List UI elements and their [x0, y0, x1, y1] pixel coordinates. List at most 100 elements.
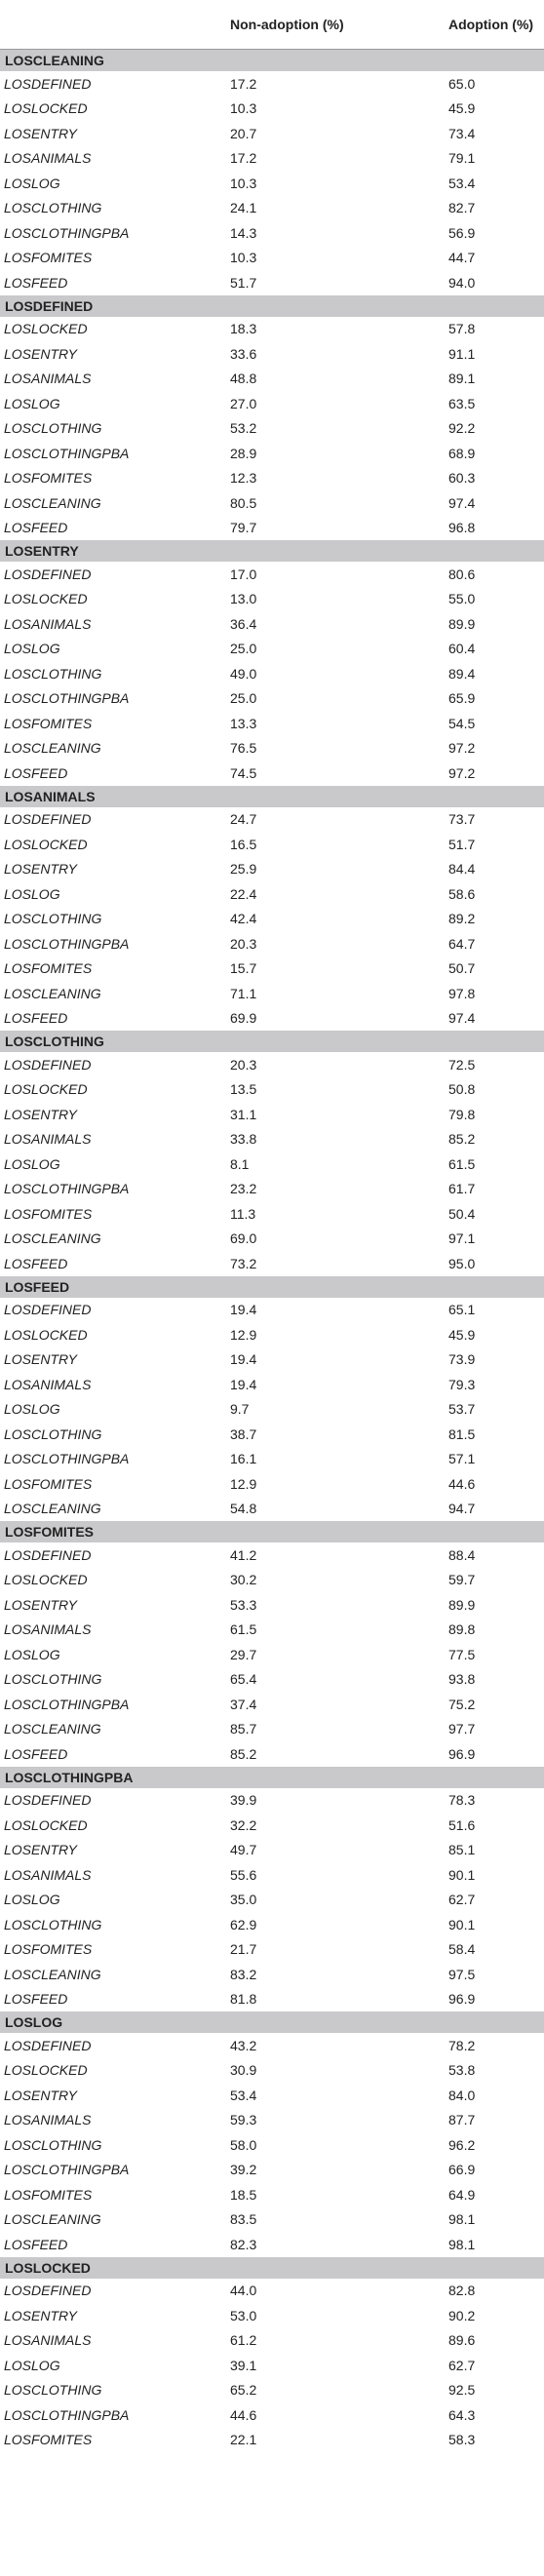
variable-cell: LOSFOMITES: [4, 1205, 93, 1222]
adoption-cell: 87.7: [448, 2112, 476, 2128]
non-adoption-cell: 55.6: [230, 1866, 257, 1883]
non-adoption-cell: 80.5: [230, 494, 257, 511]
non-adoption-cell: 53.3: [230, 1596, 257, 1613]
section-header-row: LOSLOCKED: [0, 2256, 544, 2279]
non-adoption-cell: 39.9: [230, 1792, 257, 1809]
variable-cell: LOSENTRY: [4, 2087, 77, 2103]
non-adoption-cell: 20.7: [230, 125, 257, 141]
adoption-cell: 57.1: [448, 1451, 476, 1467]
section-header-row: LOSCLEANING: [0, 49, 544, 71]
section-header-row: LOSENTRY: [0, 540, 544, 562]
table-row: LOSFOMITES 18.5 64.9: [0, 2182, 544, 2207]
table-row: LOSFEED 51.7 94.0: [0, 270, 544, 295]
non-adoption-cell: 83.5: [230, 2211, 257, 2228]
non-adoption-cell: 18.3: [230, 321, 257, 337]
variable-cell: LOSENTRY: [4, 1351, 77, 1368]
table-row: LOSLOG 27.0 63.5: [0, 391, 544, 416]
non-adoption-cell: 79.7: [230, 520, 257, 536]
variable-cell: LOSCLOTHING: [4, 2136, 102, 2153]
header-variable: [0, 0, 226, 50]
variable-cell: LOSCLOTHING: [4, 665, 102, 682]
adoption-cell: 62.7: [448, 1892, 476, 1908]
table-row: LOSDEFINED 17.0 80.6: [0, 562, 544, 587]
table-row: LOSANIMALS 61.5 89.8: [0, 1618, 544, 1643]
table-row: LOSFOMITES 12.9 44.6: [0, 1471, 544, 1497]
non-adoption-cell: 44.0: [230, 2283, 257, 2299]
non-adoption-cell: 13.3: [230, 715, 257, 731]
variable-cell: LOSANIMALS: [4, 2332, 92, 2349]
variable-cell: LOSLOG: [4, 1892, 60, 1908]
non-adoption-cell: 36.4: [230, 615, 257, 632]
adoption-cell: 63.5: [448, 395, 476, 411]
non-adoption-cell: 12.3: [230, 470, 257, 487]
header-row: Non-adoption (%) Adoption (%): [0, 0, 544, 50]
adoption-cell: 88.4: [448, 1546, 476, 1563]
variable-cell: LOSCLOTHINGPBA: [4, 2162, 130, 2178]
variable-cell: LOSLOG: [4, 1401, 60, 1418]
variable-cell: LOSCLOTHINGPBA: [4, 935, 130, 952]
table-row: LOSCLOTHING 58.0 96.2: [0, 2132, 544, 2158]
adoption-cell: 84.4: [448, 861, 476, 878]
non-adoption-cell: 22.1: [230, 2432, 257, 2448]
non-adoption-cell: 18.5: [230, 2186, 257, 2203]
non-adoption-cell: 76.5: [230, 740, 257, 757]
adoption-cell: 97.8: [448, 985, 476, 1001]
table-row: LOSLOCKED 16.5 51.7: [0, 832, 544, 857]
variable-cell: LOSFOMITES: [4, 960, 93, 977]
non-adoption-cell: 58.0: [230, 2136, 257, 2153]
variable-cell: LOSANIMALS: [4, 1866, 92, 1883]
non-adoption-cell: 41.2: [230, 1546, 257, 1563]
section-title: LOSDEFINED: [0, 294, 544, 317]
variable-cell: LOSFEED: [4, 1255, 68, 1271]
variable-cell: LOSLOCKED: [4, 321, 88, 337]
variable-cell: LOSDEFINED: [4, 1056, 92, 1073]
table-row: LOSANIMALS 17.2 79.1: [0, 146, 544, 172]
adoption-cell: 97.5: [448, 1966, 476, 1982]
non-adoption-cell: 13.5: [230, 1081, 257, 1098]
adoption-cell: 91.1: [448, 345, 476, 362]
variable-cell: LOSDEFINED: [4, 1302, 92, 1318]
non-adoption-cell: 19.4: [230, 1351, 257, 1368]
table-row: LOSLOG 35.0 62.7: [0, 1888, 544, 1913]
adoption-cell: 92.2: [448, 420, 476, 437]
adoption-cell: 89.2: [448, 911, 476, 927]
adoption-cell: 60.4: [448, 641, 476, 657]
variable-cell: LOSENTRY: [4, 861, 77, 878]
table-body: LOSCLEANING LOSDEFINED 17.2 65.0 LOSLOCKED 10…: [0, 49, 544, 2453]
adoption-cell: 73.4: [448, 125, 476, 141]
variable-cell: LOSCLOTHINGPBA: [4, 690, 130, 707]
adoption-cell: 64.9: [448, 2186, 476, 2203]
section-title: LOSCLOTHINGPBA: [0, 1766, 544, 1788]
non-adoption-cell: 51.7: [230, 274, 257, 291]
table-row: LOSFEED 82.3 98.1: [0, 2232, 544, 2257]
adoption-cell: 90.2: [448, 2307, 476, 2323]
adoption-cell: 53.7: [448, 1401, 476, 1418]
non-adoption-cell: 69.9: [230, 1010, 257, 1027]
adoption-cell: 78.2: [448, 2037, 476, 2053]
variable-cell: LOSDEFINED: [4, 1546, 92, 1563]
variable-cell: LOSFOMITES: [4, 1475, 93, 1492]
table-row: LOSLOG 29.7 77.5: [0, 1642, 544, 1667]
non-adoption-cell: 44.6: [230, 2406, 257, 2423]
variable-cell: LOSLOCKED: [4, 1572, 88, 1588]
variable-cell: LOSLOCKED: [4, 591, 88, 607]
non-adoption-cell: 15.7: [230, 960, 257, 977]
variable-cell: LOSANIMALS: [4, 1131, 92, 1148]
variable-cell: LOSDEFINED: [4, 2037, 92, 2053]
variable-cell: LOSCLOTHING: [4, 420, 102, 437]
table-row: LOSLOCKED 30.9 53.8: [0, 2058, 544, 2084]
adoption-cell: 64.3: [448, 2406, 476, 2423]
table-row: LOSLOG 10.3 53.4: [0, 171, 544, 196]
adoption-cell: 51.7: [448, 836, 476, 852]
adoption-cell: 50.8: [448, 1081, 476, 1098]
adoption-cell: 95.0: [448, 1255, 476, 1271]
section-header-row: LOSDEFINED: [0, 294, 544, 317]
adoption-cell: 51.6: [448, 1816, 476, 1833]
adoption-cell: 97.2: [448, 740, 476, 757]
table-row: LOSFEED 81.8 96.9: [0, 1987, 544, 2012]
adoption-cell: 58.6: [448, 885, 476, 902]
variable-cell: LOSFEED: [4, 1745, 68, 1762]
adoption-cell: 96.9: [448, 1745, 476, 1762]
adoption-cell: 44.6: [448, 1475, 476, 1492]
adoption-cell: 77.5: [448, 1646, 476, 1662]
